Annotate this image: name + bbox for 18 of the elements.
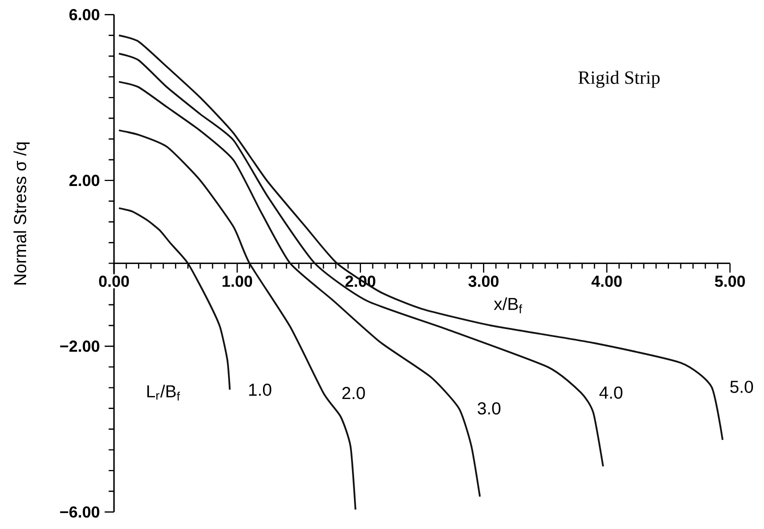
x-tick-label: 5.00 [714,276,745,287]
x-tick-label: 1.00 [222,276,252,287]
y-tick-label: −6.00 [60,506,100,518]
text: Rigid Strip [578,70,660,88]
x-tick-label: 3.00 [468,276,499,287]
series-label: 4.0 [599,386,622,399]
series-label: 1.0 [249,384,272,396]
legend-title: L$_{r}$/B$_{f}$ [147,384,180,401]
y-tick-label: 6.00 [69,9,100,20]
x-axis-title: x/B$_{f}$ [494,297,522,314]
series-label: 3.0 [478,402,500,415]
series-label: 5.0 [730,380,753,393]
x-tick-label: 0.00 [99,276,129,287]
series-label: 2.0 [342,386,365,400]
y-tick-label: −2.00 [60,340,100,352]
y-tick-label: 2.00 [69,174,100,186]
x-tick-label: 4.00 [591,276,622,287]
y-axis-title: Normal Stress σ /q [14,142,30,284]
